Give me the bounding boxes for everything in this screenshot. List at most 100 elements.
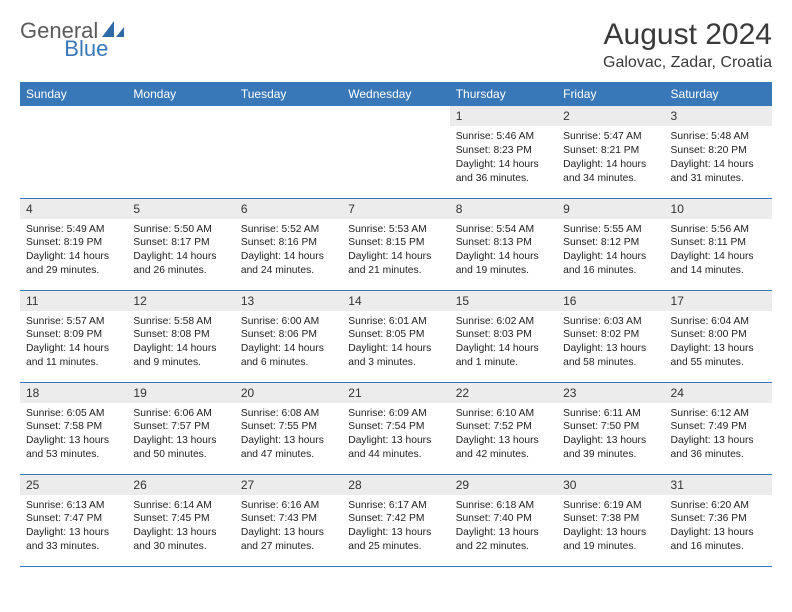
- day-number: 19: [127, 383, 234, 403]
- day-content: Sunrise: 5:47 AMSunset: 8:21 PMDaylight:…: [557, 126, 664, 192]
- page: General Blue August 2024 Galovac, Zadar,…: [0, 0, 792, 567]
- calendar-body: 1Sunrise: 5:46 AMSunset: 8:23 PMDaylight…: [20, 106, 772, 566]
- month-title: August 2024: [603, 18, 772, 52]
- calendar-cell: [342, 106, 449, 198]
- day-content: Sunrise: 6:19 AMSunset: 7:38 PMDaylight:…: [557, 495, 664, 561]
- day-content: Sunrise: 6:16 AMSunset: 7:43 PMDaylight:…: [235, 495, 342, 561]
- day-content: Sunrise: 6:03 AMSunset: 8:02 PMDaylight:…: [557, 311, 664, 377]
- day-number: 31: [665, 475, 772, 495]
- day-content: Sunrise: 5:53 AMSunset: 8:15 PMDaylight:…: [342, 219, 449, 285]
- calendar-cell: 27Sunrise: 6:16 AMSunset: 7:43 PMDayligh…: [235, 474, 342, 566]
- day-number: 23: [557, 383, 664, 403]
- day-number: 30: [557, 475, 664, 495]
- calendar-cell: 19Sunrise: 6:06 AMSunset: 7:57 PMDayligh…: [127, 382, 234, 474]
- calendar-row: 1Sunrise: 5:46 AMSunset: 8:23 PMDaylight…: [20, 106, 772, 198]
- day-number: 9: [557, 199, 664, 219]
- day-content: [20, 112, 127, 122]
- day-number: 29: [450, 475, 557, 495]
- day-number: 13: [235, 291, 342, 311]
- calendar-cell: 8Sunrise: 5:54 AMSunset: 8:13 PMDaylight…: [450, 198, 557, 290]
- day-content: [342, 112, 449, 122]
- day-content: Sunrise: 5:57 AMSunset: 8:09 PMDaylight:…: [20, 311, 127, 377]
- calendar-cell: 7Sunrise: 5:53 AMSunset: 8:15 PMDaylight…: [342, 198, 449, 290]
- day-content: Sunrise: 6:06 AMSunset: 7:57 PMDaylight:…: [127, 403, 234, 469]
- day-content: Sunrise: 5:48 AMSunset: 8:20 PMDaylight:…: [665, 126, 772, 192]
- day-header: Saturday: [665, 82, 772, 106]
- day-number: 5: [127, 199, 234, 219]
- calendar-cell: 11Sunrise: 5:57 AMSunset: 8:09 PMDayligh…: [20, 290, 127, 382]
- calendar-cell: 26Sunrise: 6:14 AMSunset: 7:45 PMDayligh…: [127, 474, 234, 566]
- calendar-cell: 20Sunrise: 6:08 AMSunset: 7:55 PMDayligh…: [235, 382, 342, 474]
- day-number: 28: [342, 475, 449, 495]
- day-content: Sunrise: 5:49 AMSunset: 8:19 PMDaylight:…: [20, 219, 127, 285]
- day-content: Sunrise: 5:46 AMSunset: 8:23 PMDaylight:…: [450, 126, 557, 192]
- day-number: 18: [20, 383, 127, 403]
- day-number: 25: [20, 475, 127, 495]
- calendar-cell: 10Sunrise: 5:56 AMSunset: 8:11 PMDayligh…: [665, 198, 772, 290]
- day-number: 8: [450, 199, 557, 219]
- calendar-cell: 18Sunrise: 6:05 AMSunset: 7:58 PMDayligh…: [20, 382, 127, 474]
- calendar-cell: 25Sunrise: 6:13 AMSunset: 7:47 PMDayligh…: [20, 474, 127, 566]
- day-number: 12: [127, 291, 234, 311]
- day-number: 26: [127, 475, 234, 495]
- calendar-cell: 12Sunrise: 5:58 AMSunset: 8:08 PMDayligh…: [127, 290, 234, 382]
- day-header: Wednesday: [342, 82, 449, 106]
- calendar-cell: 31Sunrise: 6:20 AMSunset: 7:36 PMDayligh…: [665, 474, 772, 566]
- day-content: Sunrise: 6:04 AMSunset: 8:00 PMDaylight:…: [665, 311, 772, 377]
- calendar-cell: 28Sunrise: 6:17 AMSunset: 7:42 PMDayligh…: [342, 474, 449, 566]
- day-content: Sunrise: 5:52 AMSunset: 8:16 PMDaylight:…: [235, 219, 342, 285]
- location: Galovac, Zadar, Croatia: [603, 54, 772, 72]
- day-content: Sunrise: 6:11 AMSunset: 7:50 PMDaylight:…: [557, 403, 664, 469]
- calendar-cell: 14Sunrise: 6:01 AMSunset: 8:05 PMDayligh…: [342, 290, 449, 382]
- day-content: Sunrise: 6:08 AMSunset: 7:55 PMDaylight:…: [235, 403, 342, 469]
- day-number: 24: [665, 383, 772, 403]
- calendar-cell: 2Sunrise: 5:47 AMSunset: 8:21 PMDaylight…: [557, 106, 664, 198]
- day-content: Sunrise: 6:02 AMSunset: 8:03 PMDaylight:…: [450, 311, 557, 377]
- day-number: 10: [665, 199, 772, 219]
- day-content: Sunrise: 5:58 AMSunset: 8:08 PMDaylight:…: [127, 311, 234, 377]
- day-number: 14: [342, 291, 449, 311]
- day-number: 1: [450, 106, 557, 126]
- day-number: 4: [20, 199, 127, 219]
- header: General Blue August 2024 Galovac, Zadar,…: [20, 18, 772, 72]
- day-content: Sunrise: 6:00 AMSunset: 8:06 PMDaylight:…: [235, 311, 342, 377]
- day-content: [235, 112, 342, 122]
- day-header: Sunday: [20, 82, 127, 106]
- calendar-row: 18Sunrise: 6:05 AMSunset: 7:58 PMDayligh…: [20, 382, 772, 474]
- calendar-cell: 9Sunrise: 5:55 AMSunset: 8:12 PMDaylight…: [557, 198, 664, 290]
- day-number: 27: [235, 475, 342, 495]
- calendar-head: SundayMondayTuesdayWednesdayThursdayFrid…: [20, 82, 772, 106]
- day-header: Thursday: [450, 82, 557, 106]
- day-content: [127, 112, 234, 122]
- calendar-cell: [235, 106, 342, 198]
- calendar-cell: 15Sunrise: 6:02 AMSunset: 8:03 PMDayligh…: [450, 290, 557, 382]
- logo-text-blue: Blue: [64, 36, 108, 62]
- calendar-cell: 13Sunrise: 6:00 AMSunset: 8:06 PMDayligh…: [235, 290, 342, 382]
- day-number: 7: [342, 199, 449, 219]
- calendar-cell: [127, 106, 234, 198]
- day-number: 20: [235, 383, 342, 403]
- calendar-cell: 22Sunrise: 6:10 AMSunset: 7:52 PMDayligh…: [450, 382, 557, 474]
- calendar-row: 11Sunrise: 5:57 AMSunset: 8:09 PMDayligh…: [20, 290, 772, 382]
- calendar-cell: 4Sunrise: 5:49 AMSunset: 8:19 PMDaylight…: [20, 198, 127, 290]
- calendar-cell: 30Sunrise: 6:19 AMSunset: 7:38 PMDayligh…: [557, 474, 664, 566]
- calendar-cell: 17Sunrise: 6:04 AMSunset: 8:00 PMDayligh…: [665, 290, 772, 382]
- calendar-cell: 23Sunrise: 6:11 AMSunset: 7:50 PMDayligh…: [557, 382, 664, 474]
- day-content: Sunrise: 5:55 AMSunset: 8:12 PMDaylight:…: [557, 219, 664, 285]
- day-header: Tuesday: [235, 82, 342, 106]
- calendar-cell: 5Sunrise: 5:50 AMSunset: 8:17 PMDaylight…: [127, 198, 234, 290]
- day-content: Sunrise: 6:18 AMSunset: 7:40 PMDaylight:…: [450, 495, 557, 561]
- day-number: 15: [450, 291, 557, 311]
- calendar-cell: 29Sunrise: 6:18 AMSunset: 7:40 PMDayligh…: [450, 474, 557, 566]
- day-content: Sunrise: 6:09 AMSunset: 7:54 PMDaylight:…: [342, 403, 449, 469]
- day-content: Sunrise: 6:01 AMSunset: 8:05 PMDaylight:…: [342, 311, 449, 377]
- calendar-table: SundayMondayTuesdayWednesdayThursdayFrid…: [20, 82, 772, 567]
- day-number: 2: [557, 106, 664, 126]
- calendar-cell: 16Sunrise: 6:03 AMSunset: 8:02 PMDayligh…: [557, 290, 664, 382]
- calendar-row: 25Sunrise: 6:13 AMSunset: 7:47 PMDayligh…: [20, 474, 772, 566]
- calendar-row: 4Sunrise: 5:49 AMSunset: 8:19 PMDaylight…: [20, 198, 772, 290]
- day-content: Sunrise: 6:17 AMSunset: 7:42 PMDaylight:…: [342, 495, 449, 561]
- day-content: Sunrise: 5:56 AMSunset: 8:11 PMDaylight:…: [665, 219, 772, 285]
- day-number: 6: [235, 199, 342, 219]
- calendar-cell: [20, 106, 127, 198]
